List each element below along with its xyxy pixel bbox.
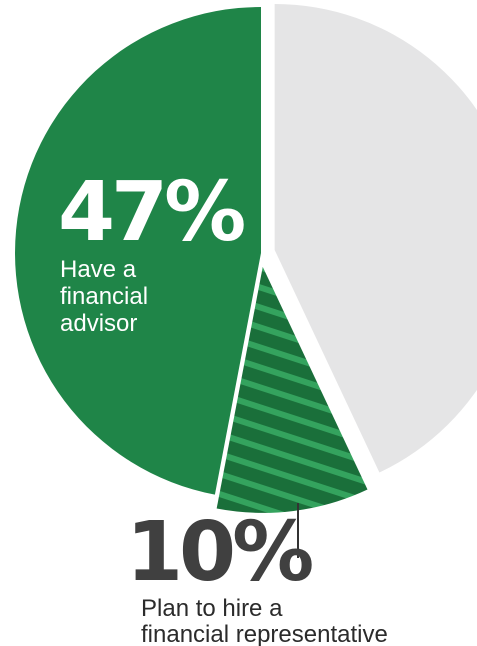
slice-2-label-line-2: financial representative <box>141 621 388 646</box>
slice-1-label-line-1: Have a <box>60 256 137 283</box>
slice-2-percent: 10% <box>126 505 312 600</box>
slice-financial-advisor <box>15 7 262 495</box>
slice-1-label-line-3: advisor <box>60 310 137 337</box>
pie-slices <box>15 3 477 513</box>
slice-plan-to-hire <box>216 266 368 513</box>
slice-1-percent: 47% <box>58 165 244 260</box>
slice-other <box>274 3 477 473</box>
slice-2-label-line-1: Plan to hire a <box>141 595 283 622</box>
slice-1-label-line-2: financial <box>60 283 148 310</box>
